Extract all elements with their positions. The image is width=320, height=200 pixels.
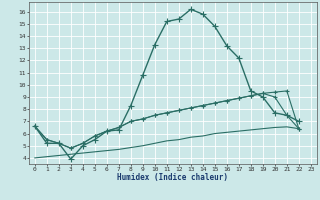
- X-axis label: Humidex (Indice chaleur): Humidex (Indice chaleur): [117, 173, 228, 182]
